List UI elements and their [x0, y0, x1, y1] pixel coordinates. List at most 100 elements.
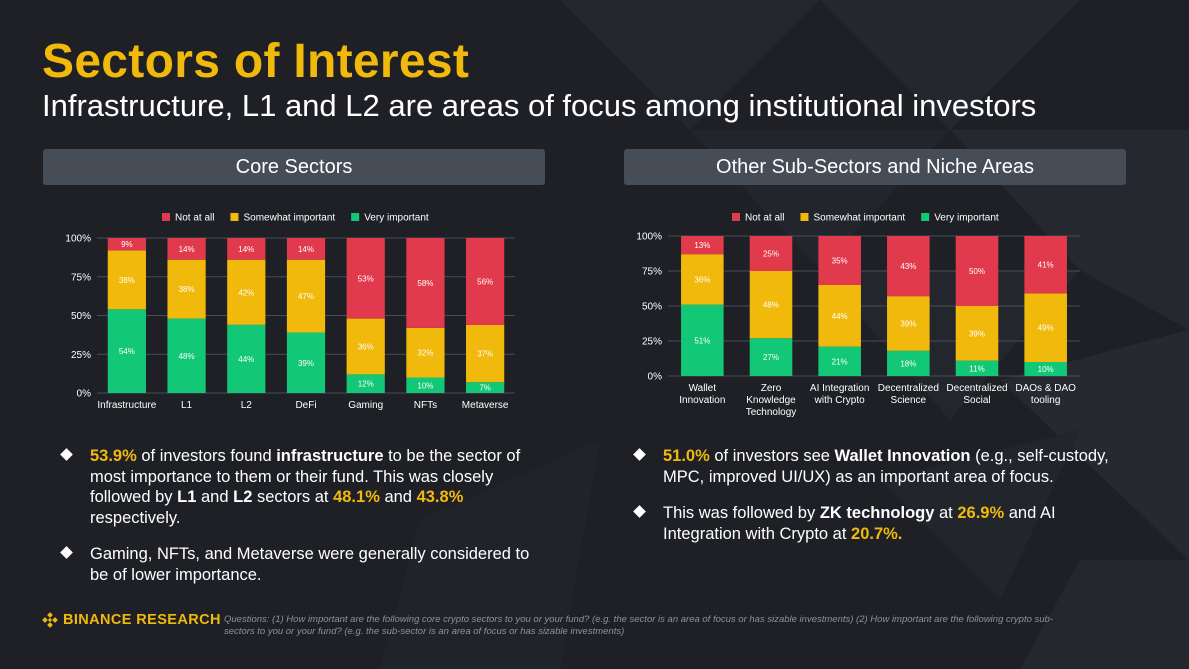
bullet-text: at: [934, 504, 958, 522]
page-subtitle: Infrastructure, L1 and L2 are areas of f…: [42, 88, 1037, 123]
chart2-legend-label-not-at-all: Not at all: [745, 213, 784, 224]
chart1-legend-label-somewhat-important: Somewhat important: [243, 213, 335, 224]
diamond-bullet-icon: [633, 448, 646, 461]
chart2-bar-ai-integration-with-crypto-not-at-all: [818, 236, 861, 285]
chart1-bar-gaming-not-at-all: [346, 238, 385, 319]
chart2-bar-wallet-innovation-somewhat-important: [681, 254, 724, 305]
chart1-data-label: 42%: [238, 288, 254, 297]
core-sectors-bullet-2: Gaming, NFTs, and Metaverse were general…: [60, 544, 540, 585]
chart1-data-label: 38%: [179, 285, 195, 294]
chart1-bar-infrastructure-somewhat-important: [107, 250, 146, 310]
chart1-bar-l1-not-at-all: [167, 238, 206, 260]
chart2-data-label: 48%: [763, 301, 779, 310]
bullet-text: sectors at: [252, 488, 334, 506]
sub-sectors-chart: Not at all Somewhat important Very importa…: [636, 213, 1080, 418]
bullet-text: to be the sector of most importance to t…: [90, 447, 521, 506]
chart2-bar-zero-knowledge-technology-not-at-all: [749, 236, 793, 271]
chart2-y-tick-label: 0%: [648, 372, 663, 383]
chart2-x-tick-label: Decentralized: [946, 383, 1007, 394]
bullet-text: 43.8%: [416, 488, 464, 506]
chart1-y-tick-label: 50%: [71, 311, 91, 322]
chart2-legend-swatch-not-at-all: [732, 213, 740, 221]
chart1-data-label: 53%: [358, 274, 374, 283]
chart2-data-label: 35%: [832, 257, 848, 266]
chart2-x-tick-label: DAOs & DAO: [1015, 383, 1076, 394]
chart1-legend-swatch-very-important: [351, 213, 360, 221]
chart2-bar-decentralized-social-not-at-all: [955, 236, 999, 306]
chart1-bar-l2-very-important: [227, 324, 266, 393]
chart2-bar-decentralized-science-not-at-all: [887, 236, 930, 297]
chart1-bar-gaming-very-important: [346, 374, 385, 393]
binance-diamond-icon: [42, 612, 58, 628]
chart1-bar-defi-not-at-all: [286, 238, 326, 260]
chart1-data-label: 14%: [298, 245, 314, 254]
chart1-data-label: 36%: [358, 343, 374, 352]
chart1-data-label: 58%: [417, 279, 433, 288]
chart2-y-tick-label: 50%: [642, 302, 662, 313]
sub-sectors-header: Other Sub-Sectors and Niche Areas: [624, 149, 1126, 185]
chart2-y-tick-label: 100%: [636, 232, 662, 243]
chart1-bar-gaming-somewhat-important: [346, 318, 385, 375]
chart1-bar-defi-somewhat-important: [286, 259, 326, 333]
binance-research-logo: BINANCE RESEARCH: [42, 612, 221, 628]
chart2-x-tick-label: Zero: [761, 383, 782, 394]
chart2-data-label: 41%: [1038, 261, 1054, 270]
chart2-x-tick-label: Knowledge: [746, 395, 796, 406]
chart2-data-label: 18%: [900, 359, 916, 368]
chart2-legend-label-very-important: Very important: [934, 213, 999, 224]
chart2-data-label: 36%: [694, 275, 710, 284]
footnote-questions: Questions: (1) How important are the fol…: [224, 614, 1053, 637]
chart2-x-tick-label: Decentralized: [878, 383, 939, 394]
chart1-bar-nfts-somewhat-important: [406, 327, 445, 378]
chart1-data-label: 9%: [121, 240, 133, 249]
chart2-bar-decentralized-social-somewhat-important: [955, 306, 999, 361]
chart1-bar-metaverse-not-at-all: [466, 238, 505, 325]
chart2-data-label: 44%: [832, 312, 848, 321]
chart1-bar-nfts-not-at-all: [406, 238, 445, 328]
chart1-legend-label-very-important: Very important: [364, 213, 429, 224]
bullet-text: 51.0%: [663, 447, 710, 465]
chart1-x-tick-label: L1: [181, 400, 193, 411]
bullet-text: infrastructure: [276, 447, 384, 465]
bullet-text: L1: [177, 488, 197, 506]
chart1-bar-infrastructure-not-at-all: [107, 238, 146, 251]
bullet-text: L2: [233, 488, 253, 506]
chart2-x-tick-label: AI Integration: [810, 383, 869, 394]
bullet-text: This was followed by: [663, 504, 820, 522]
chart2-legend-label-somewhat-important: Somewhat important: [813, 213, 905, 224]
bullet-text: Gaming, NFTs, and Metaverse were general…: [90, 545, 530, 584]
diamond-bullet-icon: [633, 505, 646, 518]
chart1-data-label: 38%: [119, 276, 135, 285]
chart2-y-tick-label: 75%: [642, 267, 662, 278]
chart2-x-tick-label: Wallet: [689, 383, 717, 394]
chart2-data-label: 49%: [1038, 324, 1054, 333]
chart1-bar-infrastructure-very-important: [107, 309, 146, 393]
chart1-bar-nfts-very-important: [406, 377, 445, 393]
chart1-x-tick-label: Metaverse: [462, 400, 509, 411]
chart1-data-label: 12%: [358, 380, 374, 389]
chart1-bar-defi-very-important: [286, 332, 326, 393]
chart1-x-tick-label: DeFi: [295, 400, 316, 411]
chart2-data-label: 25%: [763, 250, 779, 259]
chart1-y-tick-label: 100%: [65, 234, 91, 245]
chart1-bar-l2-not-at-all: [227, 238, 266, 260]
chart1-bar-metaverse-very-important: [466, 382, 505, 393]
core-sectors-chart: Not at all Somewhat important Very importa…: [65, 213, 515, 411]
chart2-y-tick-label: 25%: [642, 337, 662, 348]
chart2-data-label: 50%: [969, 267, 985, 276]
chart1-legend-swatch-not-at-all: [162, 213, 170, 221]
chart2-data-label: 39%: [969, 329, 985, 338]
chart1-bar-l1-very-important: [167, 318, 206, 393]
bullet-text: of investors found: [136, 447, 277, 465]
chart2-data-label: 27%: [763, 353, 779, 362]
page-title: Sectors of Interest: [42, 35, 470, 88]
chart2-x-tick-label: tooling: [1031, 395, 1060, 406]
bullet-text: ZK technology: [819, 504, 935, 522]
chart2-bar-decentralized-social-very-important: [955, 360, 999, 376]
chart2-data-label: 11%: [969, 364, 984, 373]
chart1-y-tick-label: 75%: [71, 272, 91, 283]
logo-text: BINANCE RESEARCH: [63, 612, 221, 628]
bullet-text: 20.7%.: [851, 524, 903, 543]
bullet-text: 53.9%: [90, 447, 137, 465]
